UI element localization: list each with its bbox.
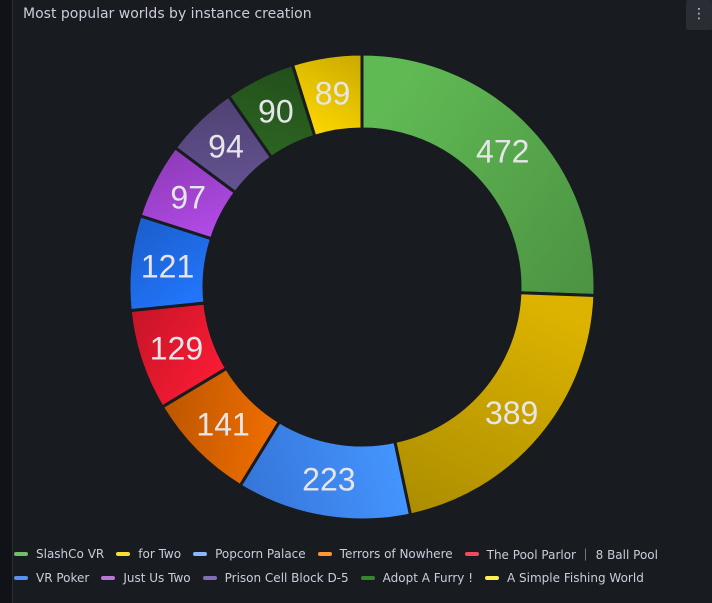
legend-label: A Simple Fishing World — [507, 571, 644, 585]
legend-row: SlashCo VR for Two Popcorn Palace Terrors o… — [14, 542, 694, 566]
legend-swatch — [14, 552, 28, 556]
legend-item[interactable]: Terrors of Nowhere — [317, 547, 453, 561]
slice-value-label: 472 — [476, 133, 529, 169]
legend-label: Terrors of Nowhere — [339, 547, 453, 561]
donut-slice[interactable] — [393, 291, 597, 517]
legend-swatch — [464, 552, 479, 556]
panel-title: Most popular worlds by instance creation — [23, 6, 312, 22]
legend-item[interactable]: Prison Cell Block D-5 — [202, 571, 349, 585]
slice-value-label: 223 — [302, 462, 355, 498]
legend-label: SlashCo VR — [36, 547, 105, 561]
vertical-ellipsis-icon: ⋮ — [692, 6, 706, 22]
legend-swatch — [202, 576, 217, 580]
legend-item[interactable]: VR Poker — [14, 571, 89, 585]
legend-item[interactable]: A Simple Fishing World — [485, 571, 644, 585]
slice-value-label: 90 — [258, 94, 294, 130]
slice-value-label: 121 — [141, 249, 194, 285]
legend-item[interactable]: Popcorn Palace — [193, 547, 306, 561]
legend-item[interactable]: Just Us Two — [101, 571, 191, 585]
legend-swatch — [360, 576, 375, 580]
legend-label: Just Us Two — [123, 571, 191, 585]
panel-menu-button[interactable]: ⋮ — [686, 0, 712, 30]
slice-value-label: 141 — [196, 407, 249, 443]
donut-slice[interactable] — [360, 52, 597, 298]
legend-label: Adopt A Furry ! — [382, 571, 474, 585]
legend-label: VR Poker — [36, 571, 90, 585]
chart-legend: SlashCo VR for Two Popcorn Palace Terrors o… — [14, 542, 694, 590]
slice-value-label: 97 — [170, 179, 206, 215]
legend-swatch — [485, 576, 500, 580]
legend-label: The Pool Parlor ｜ 8 Ball Pool — [486, 547, 658, 562]
slice-value-label: 89 — [315, 76, 351, 112]
legend-item[interactable]: for Two — [116, 547, 181, 561]
legend-item[interactable]: SlashCo VR — [14, 547, 104, 561]
slice-value-label: 389 — [485, 395, 538, 431]
legend-row: VR Poker Just Us Two Prison Cell Block D-5… — [14, 566, 694, 590]
donut-slice[interactable] — [290, 52, 364, 139]
legend-swatch — [116, 552, 131, 556]
legend-label: Prison Cell Block D-5 — [224, 571, 349, 585]
slice-value-label: 94 — [208, 129, 244, 165]
legend-swatch — [317, 552, 332, 556]
slice-value-label: 129 — [150, 331, 203, 367]
legend-swatch — [193, 552, 208, 556]
legend-swatch — [101, 576, 116, 580]
legend-item[interactable]: The Pool Parlor ｜ 8 Ball Pool — [464, 546, 658, 563]
legend-item[interactable]: Adopt A Furry ! — [360, 571, 474, 585]
legend-label: Popcorn Palace — [215, 547, 306, 561]
legend-label: for Two — [138, 547, 182, 561]
legend-swatch — [14, 576, 28, 580]
